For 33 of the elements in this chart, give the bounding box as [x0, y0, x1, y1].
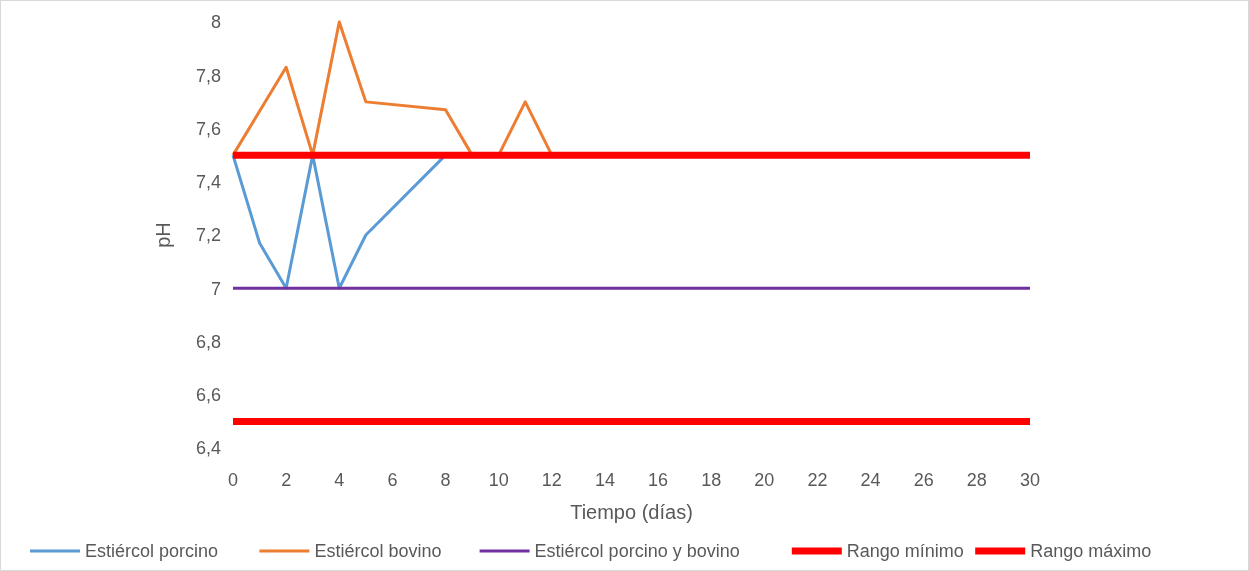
legend-label: Rango máximo: [1030, 541, 1152, 561]
legend-label: Estiércol porcino: [85, 541, 219, 561]
x-tick-label: 18: [701, 470, 722, 490]
y-tick-label: 7: [210, 278, 221, 299]
x-tick-label: 14: [594, 470, 615, 490]
line-series: [231, 20, 554, 157]
y-tick-label: 6,8: [195, 331, 221, 352]
x-tick-label: 20: [754, 470, 775, 490]
x-tick-label: 2: [281, 470, 292, 490]
legend-label: Estiércol porcino y bovino: [534, 541, 740, 561]
y-tick-label: 7,8: [195, 65, 221, 86]
x-tick-label: 30: [1019, 470, 1041, 490]
x-tick-label: 22: [807, 470, 828, 490]
x-axis-title: Tiempo (días): [570, 501, 693, 523]
legend-label: Rango mínimo: [846, 541, 964, 561]
x-tick-label: 16: [648, 470, 669, 490]
x-tick-label: 10: [488, 470, 509, 490]
legend-label: Estiércol bovino: [314, 541, 442, 561]
y-tick-label: 7,6: [195, 118, 221, 139]
y-tick-label: 7,4: [195, 172, 221, 193]
y-axis-title: pH: [152, 222, 174, 248]
x-tick-label: 4: [334, 470, 345, 490]
y-tick-label: 7,2: [195, 225, 221, 246]
y-tick-label: 8: [210, 12, 221, 33]
x-tick-label: 0: [227, 470, 239, 490]
x-tick-label: 26: [913, 470, 934, 490]
x-tick-label: 12: [541, 470, 562, 490]
y-tick-label: 6,6: [195, 385, 221, 406]
x-tick-label: 8: [440, 470, 451, 490]
x-tick-label: 24: [860, 470, 881, 490]
x-tick-label: 28: [966, 470, 987, 490]
y-tick-label: 6,4: [195, 438, 221, 459]
x-tick-label: 6: [387, 470, 398, 490]
